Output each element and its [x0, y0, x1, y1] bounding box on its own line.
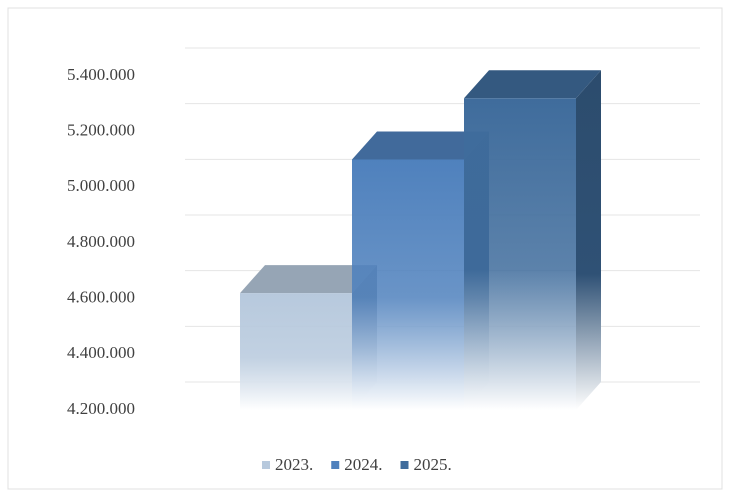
legend-label: 2023.: [275, 455, 313, 474]
legend-label: 2024.: [344, 455, 382, 474]
y-tick-label: 4.600.000: [67, 288, 135, 307]
legend-swatch: [262, 461, 270, 469]
bar: [240, 293, 352, 410]
y-tick-label: 5.400.000: [67, 65, 135, 84]
y-tick-label: 5.000.000: [67, 176, 135, 195]
bar: [352, 159, 464, 410]
bar-top: [464, 70, 601, 99]
bar-top: [352, 131, 489, 160]
legend-swatch: [400, 461, 409, 469]
legend-swatch: [331, 461, 340, 469]
y-tick-label: 4.400.000: [67, 343, 135, 362]
legend-label: 2025.: [414, 455, 452, 474]
y-tick-label: 4.200.000: [67, 399, 135, 418]
bar-side: [576, 70, 601, 411]
y-tick-label: 4.800.000: [67, 232, 135, 251]
bar-top: [240, 265, 377, 294]
y-tick-label: 5.200.000: [67, 121, 135, 140]
bar: [464, 98, 576, 411]
